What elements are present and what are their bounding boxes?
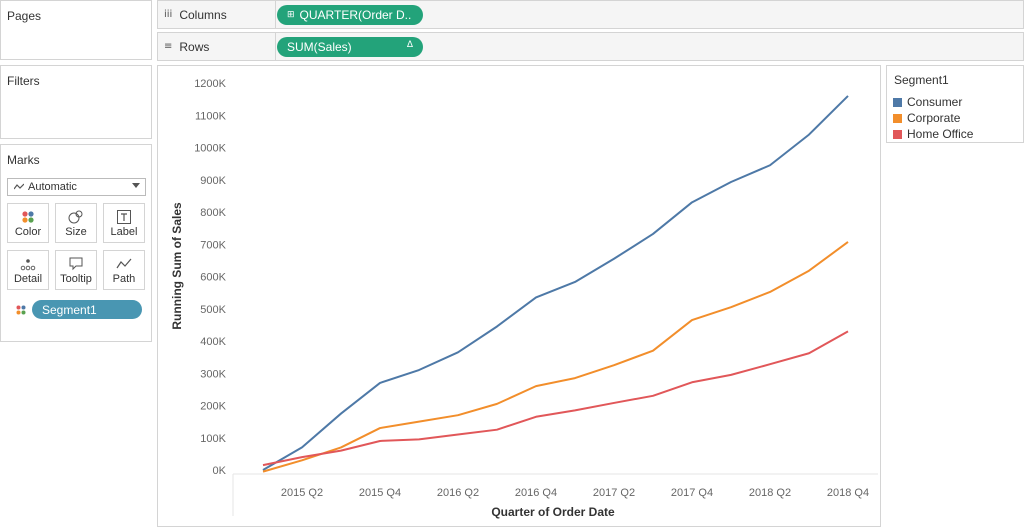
y-tick-label: 200K (200, 401, 226, 413)
y-tick-label: 1000K (194, 143, 226, 155)
segment-pill[interactable]: Segment1 (32, 300, 142, 319)
legend-item-consumer[interactable]: Consumer (893, 95, 962, 109)
y-tick-label: 1200K (194, 78, 226, 90)
legend-swatch (893, 97, 902, 107)
y-tick-label: 600K (200, 272, 226, 284)
filters-title: Filters (7, 74, 40, 88)
detail-icon (20, 259, 36, 271)
detail-button[interactable]: Detail (7, 250, 49, 290)
x-tick-label: 2015 Q2 (281, 487, 323, 499)
x-tick-label: 2017 Q2 (593, 487, 635, 499)
columns-label: Columns (179, 7, 227, 22)
rows-icon: ≡ (164, 41, 173, 52)
y-tick-label: 700K (200, 239, 226, 251)
legend-title: Segment1 (894, 73, 949, 87)
line-mark-icon (14, 183, 24, 190)
color-icon (22, 211, 34, 223)
columns-pill-text: QUARTER(Order D.. (299, 8, 412, 22)
x-tick-label: 2015 Q4 (359, 487, 401, 499)
pages-title: Pages (7, 9, 42, 23)
color-button[interactable]: Color (7, 203, 49, 243)
chart-area[interactable]: 0K 100K 200K 300K 400K 500K 600K 700K 800K 900K 10… (157, 65, 881, 527)
expand-icon: ⊞ (287, 10, 295, 20)
path-icon (116, 258, 132, 269)
legend-label: Home Office (907, 127, 974, 141)
label-icon (117, 210, 131, 224)
y-tick-label: 900K (200, 175, 226, 187)
tooltip-icon (69, 257, 83, 271)
segment-color-icon (16, 305, 26, 315)
detail-button-label: Detail (13, 273, 43, 285)
x-tick-label: 2016 Q2 (437, 487, 479, 499)
y-tick-label: 100K (200, 433, 226, 445)
y-tick-label: 300K (200, 368, 226, 380)
marks-title: Marks (7, 153, 40, 167)
y-tick-label: 400K (200, 336, 226, 348)
columns-shelf-label: iii Columns (158, 1, 276, 28)
color-legend: Segment1 Consumer Corporate Home Office (886, 65, 1024, 143)
legend-item-home-office[interactable]: Home Office (893, 127, 973, 141)
quarter-order-date-pill[interactable]: ⊞ QUARTER(Order D.. (277, 5, 423, 25)
x-tick-label: 2018 Q2 (749, 487, 791, 499)
tooltip-button[interactable]: Tooltip (55, 250, 97, 290)
label-button-label: Label (110, 226, 138, 238)
series-line-home-office (262, 330, 849, 467)
path-button[interactable]: Path (103, 250, 145, 290)
color-button-label: Color (14, 226, 42, 238)
label-button[interactable]: Label (103, 203, 145, 243)
legend-label: Corporate (907, 111, 961, 125)
filters-panel: Filters (0, 65, 152, 139)
y-tick-label: 800K (200, 207, 226, 219)
table-calc-delta-icon: Δ (406, 40, 413, 50)
mark-type-label: Automatic (28, 181, 77, 193)
rows-shelf-label: ≡ Rows (158, 33, 276, 60)
x-tick-label: 2018 Q4 (827, 487, 869, 499)
x-tick-label: 2016 Q4 (515, 487, 557, 499)
rows-shelf[interactable]: ≡ Rows SUM(Sales) Δ (157, 32, 1024, 61)
chevron-down-icon[interactable] (132, 183, 140, 188)
series-line-consumer (262, 95, 849, 471)
y-tick-label: 1100K (195, 110, 227, 122)
legend-swatch (893, 129, 902, 139)
x-tick-label: 2017 Q4 (671, 487, 713, 499)
x-axis-title: Quarter of Order Date (491, 505, 615, 519)
size-button-label: Size (65, 226, 87, 238)
line-chart: 0K 100K 200K 300K 400K 500K 600K 700K 800K 900K 10… (170, 78, 878, 519)
path-button-label: Path (112, 273, 136, 285)
rows-pill-text: SUM(Sales) (287, 40, 352, 54)
y-tick-label: 0K (213, 465, 227, 477)
legend-label: Consumer (907, 95, 963, 109)
series-line-corporate (262, 241, 849, 473)
sum-sales-pill[interactable]: SUM(Sales) Δ (277, 37, 423, 57)
pages-panel: Pages (0, 0, 152, 60)
legend-item-corporate[interactable]: Corporate (893, 111, 960, 125)
columns-icon: iii (164, 9, 173, 20)
tooltip-button-label: Tooltip (60, 273, 92, 285)
y-axis-title: Running Sum of Sales (170, 202, 184, 330)
size-icon (68, 210, 83, 224)
mark-type-select[interactable]: Automatic (7, 178, 146, 196)
size-button[interactable]: Size (55, 203, 97, 243)
legend-swatch (893, 113, 902, 123)
columns-shelf[interactable]: iii Columns ⊞ QUARTER(Order D.. (157, 0, 1024, 29)
y-tick-label: 500K (200, 304, 226, 316)
rows-label: Rows (179, 39, 210, 54)
marks-panel: Marks Automatic Color Size Label Detail (0, 144, 152, 342)
